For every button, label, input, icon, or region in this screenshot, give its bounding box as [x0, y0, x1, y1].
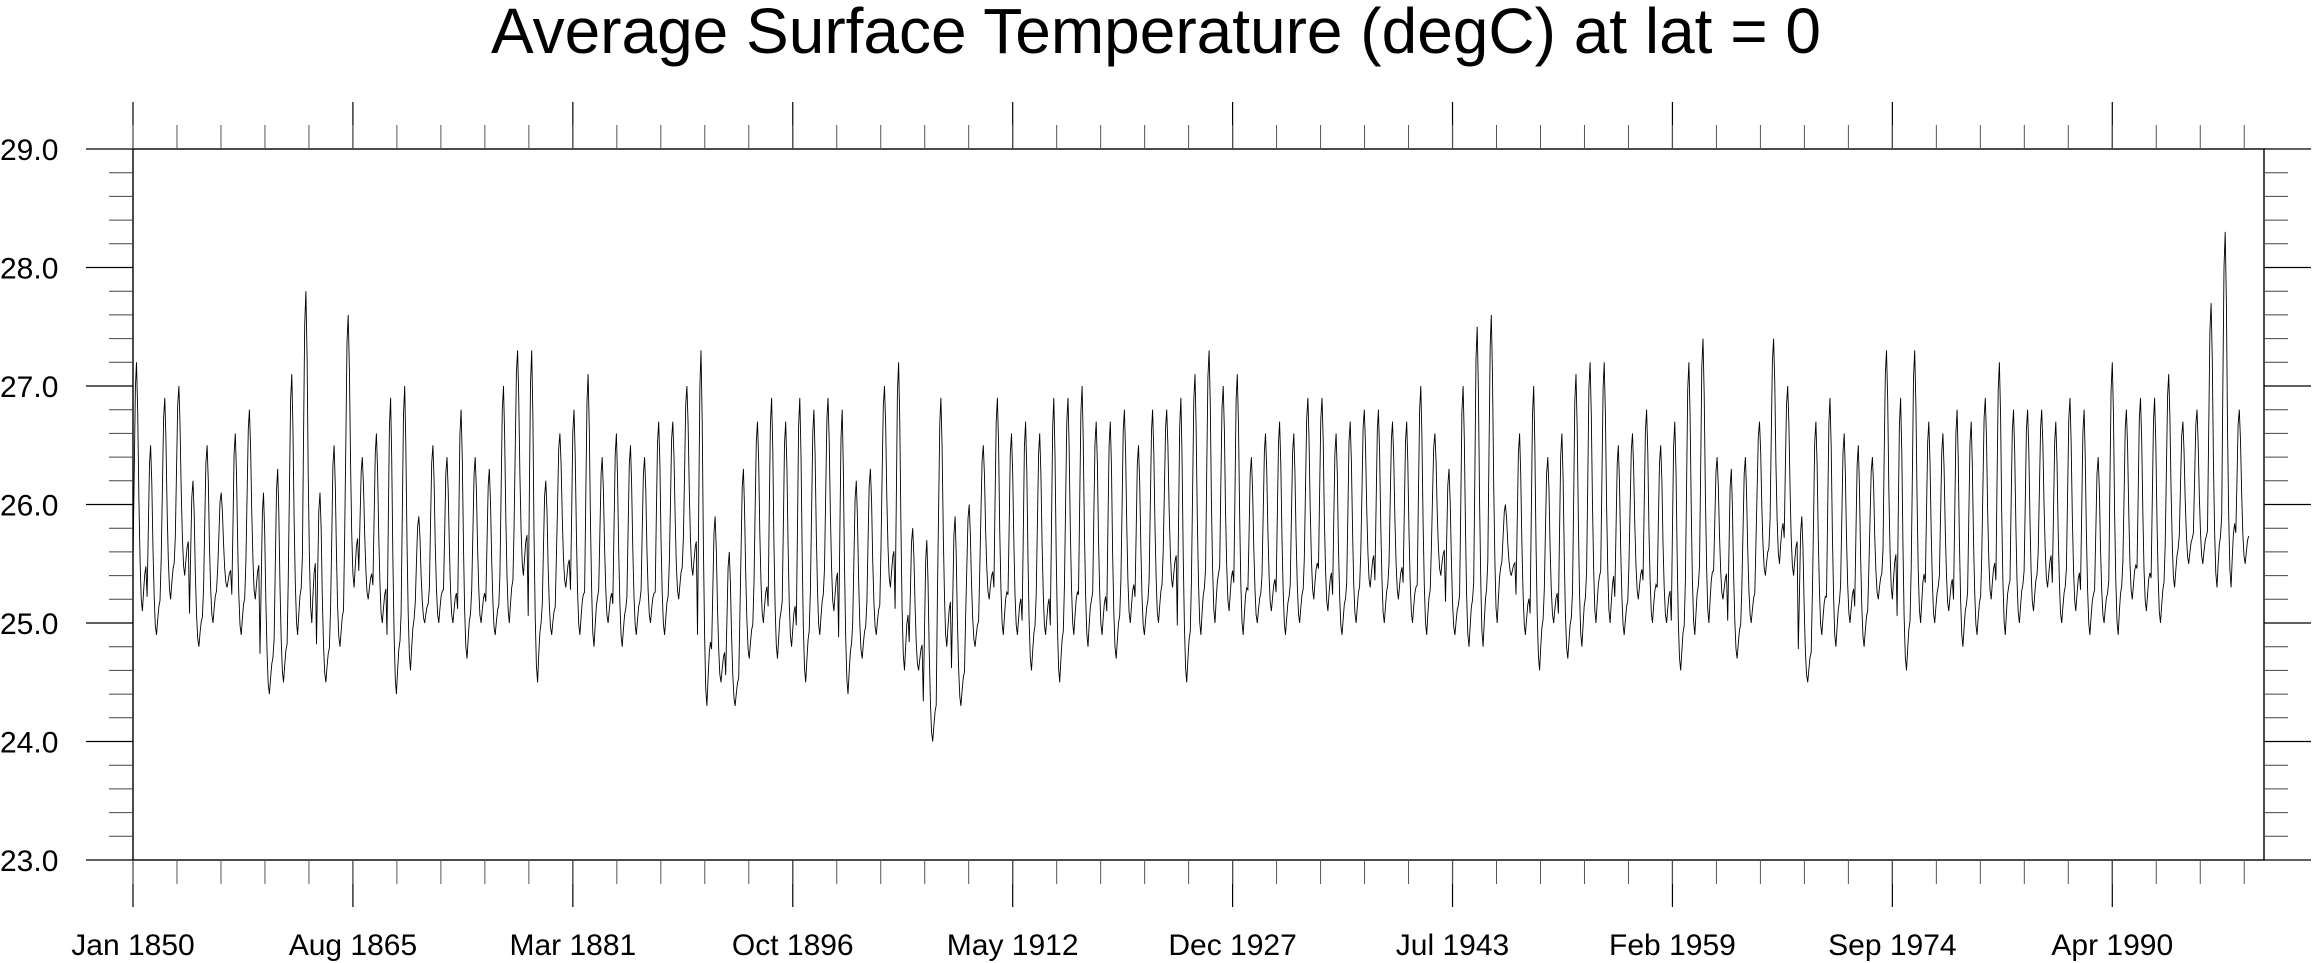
temperature-series-line: [132, 231, 2250, 742]
y-tick-label: 25.0: [0, 608, 58, 641]
x-tick-label: Mar 1881: [509, 929, 636, 962]
chart-title: Average Surface Temperature (degC) at la…: [491, 0, 1821, 67]
x-tick-label: Jan 1850: [71, 929, 194, 962]
x-tick-label: May 1912: [947, 929, 1079, 962]
x-tick-label: Jul 1943: [1396, 929, 1509, 962]
y-tick-label: 29.0: [0, 134, 58, 167]
y-tick-label: 24.0: [0, 727, 58, 760]
x-tick-label: Sep 1974: [1828, 929, 1956, 962]
y-tick-label: 27.0: [0, 371, 58, 404]
x-tick-label: Apr 1990: [2051, 929, 2173, 962]
x-tick-label: Aug 1865: [289, 929, 417, 962]
x-tick-label: Feb 1959: [1609, 929, 1736, 962]
y-tick-label: 23.0: [0, 845, 58, 878]
y-tick-label: 26.0: [0, 490, 58, 523]
x-tick-label: Dec 1927: [1168, 929, 1296, 962]
x-tick-label: Oct 1896: [732, 929, 854, 962]
y-tick-label: 28.0: [0, 253, 58, 286]
